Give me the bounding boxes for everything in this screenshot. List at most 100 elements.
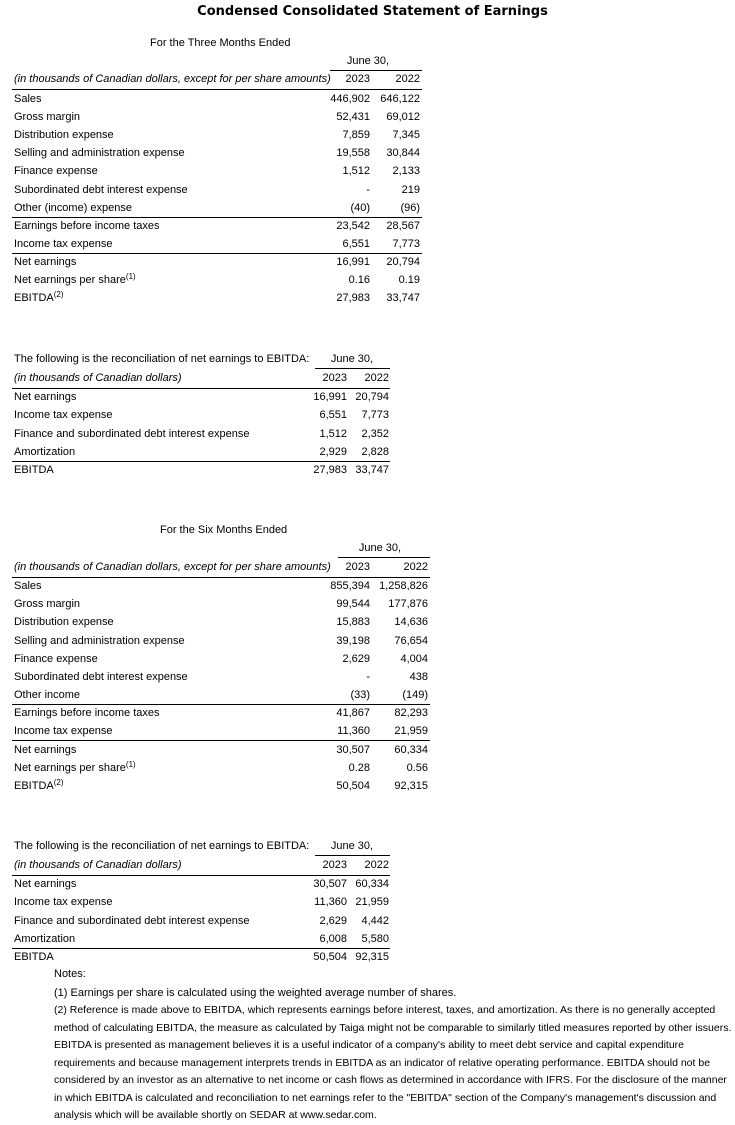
rule	[12, 89, 422, 90]
row-label: Distribution expense	[14, 129, 114, 142]
cell-value: (96)	[400, 201, 420, 214]
row-label: Sales	[14, 93, 42, 105]
cell-value: 27,983	[336, 292, 370, 305]
column-header: 2022	[364, 859, 389, 871]
cell-value: 2,828	[361, 445, 389, 458]
cell-value: 2,629	[319, 914, 347, 927]
cell-value: 99,544	[336, 598, 370, 611]
units-label: (in thousands of Canadian dollars, excep…	[14, 73, 331, 85]
row-label: Earnings before income taxes	[14, 219, 160, 232]
row-label: Income tax expense	[14, 725, 113, 738]
column-header: 2023	[322, 859, 347, 871]
row-label: Selling and administration expense	[14, 147, 185, 160]
rule	[12, 740, 430, 742]
cell-value: 0.28	[348, 761, 370, 774]
cell-value: 4,442	[361, 914, 389, 927]
units-label: (in thousands of Canadian dollars)	[14, 372, 182, 384]
units-label: (in thousands of Canadian dollars, excep…	[14, 561, 331, 573]
row-label: Subordinated debt interest expense	[14, 183, 188, 196]
footnote-ref: (1)	[125, 759, 136, 769]
cell-value: (40)	[350, 201, 370, 214]
cell-value: 21,959	[355, 896, 389, 909]
row-label: Other income	[14, 689, 81, 702]
cell-value: 60,334	[355, 878, 389, 890]
row-label: Net earnings	[14, 878, 77, 890]
cell-value: 219	[401, 183, 420, 196]
column-header: 2023	[322, 372, 347, 384]
cell-value: 92,315	[394, 779, 428, 792]
rule	[330, 70, 422, 71]
section-heading: The following is the reconciliation of n…	[14, 353, 310, 365]
row-label: EBITDA(2)	[14, 777, 64, 792]
cell-value: 76,654	[394, 634, 428, 647]
cell-value: (149)	[402, 689, 428, 702]
date-header: June 30,	[358, 542, 402, 554]
row-label: Earnings before income taxes	[14, 707, 160, 720]
note-item: (1) Earnings per share is calculated usi…	[54, 987, 457, 999]
row-label: Finance expense	[14, 652, 98, 665]
rule	[12, 460, 390, 462]
cell-value: 60,334	[394, 743, 428, 756]
note-item: (2) Reference is made above to EBITDA, w…	[54, 1004, 732, 1121]
row-label: Income tax expense	[14, 409, 113, 422]
rule	[315, 855, 390, 856]
column-header: 2022	[364, 372, 389, 384]
cell-value: 446,902	[330, 93, 370, 105]
cell-value: 6,551	[342, 237, 370, 250]
cell-value: 52,431	[336, 111, 370, 124]
cell-value: 39,198	[336, 634, 370, 647]
footnote-ref: (2)	[53, 777, 64, 787]
cell-value: 11,360	[314, 896, 347, 909]
row-label: Income tax expense	[14, 896, 113, 909]
footnote-ref: (1)	[125, 272, 136, 281]
cell-value: 30,507	[336, 743, 370, 756]
date-header: June 30,	[330, 840, 374, 852]
cell-value: 4,004	[400, 652, 428, 665]
column-header: 2023	[345, 561, 370, 573]
cell-value: (33)	[350, 689, 370, 702]
row-label: EBITDA(2)	[14, 290, 64, 305]
cell-value: 1,512	[319, 427, 347, 440]
cell-value: 646,122	[380, 93, 420, 105]
row-label: Other (income) expense	[14, 201, 132, 214]
row-label: Net earnings per share(1)	[14, 759, 136, 774]
row-label: Net earnings per share(1)	[14, 272, 136, 287]
rule	[12, 947, 390, 949]
cell-value: 7,859	[342, 129, 370, 142]
cell-value: 177,876	[388, 598, 428, 611]
cell-value: 1,512	[342, 165, 370, 178]
cell-value: 30,507	[313, 878, 347, 890]
cell-value: 69,012	[386, 111, 420, 124]
cell-value: 15,883	[336, 616, 370, 629]
cell-value: 23,542	[336, 219, 370, 232]
cell-value: 16,991	[336, 255, 370, 268]
cell-value: 82,293	[394, 707, 428, 720]
row-label: Selling and administration expense	[14, 634, 185, 647]
cell-value: 28,567	[386, 219, 420, 232]
cell-value: 27,983	[313, 464, 347, 477]
cell-value: 16,991	[313, 391, 347, 403]
row-label: Amortization	[14, 445, 76, 458]
row-label: Income tax expense	[14, 237, 113, 250]
cell-value: 7,345	[392, 129, 420, 142]
row-label: Sales	[14, 580, 42, 592]
notes-heading: Notes:	[54, 968, 86, 980]
section-heading: For the Three Months Ended	[150, 37, 291, 49]
row-label: Net earnings	[14, 255, 77, 268]
cell-value: 14,636	[394, 616, 428, 629]
rule	[12, 252, 422, 254]
column-header: 2023	[345, 73, 370, 85]
cell-value: 2,133	[392, 165, 420, 178]
rule	[12, 577, 430, 578]
cell-value: 33,747	[386, 292, 420, 305]
cell-value: 33,747	[355, 464, 389, 477]
row-label: EBITDA	[14, 951, 54, 963]
document-title: Condensed Consolidated Statement of Earn…	[197, 4, 548, 19]
cell-value: 6,008	[319, 932, 347, 945]
cell-value: 855,394	[330, 580, 370, 592]
row-label: Finance expense	[14, 165, 98, 178]
cell-value: 7,773	[392, 237, 420, 250]
row-label: Finance and subordinated debt interest e…	[14, 914, 250, 927]
section-heading: The following is the reconciliation of n…	[14, 840, 310, 852]
